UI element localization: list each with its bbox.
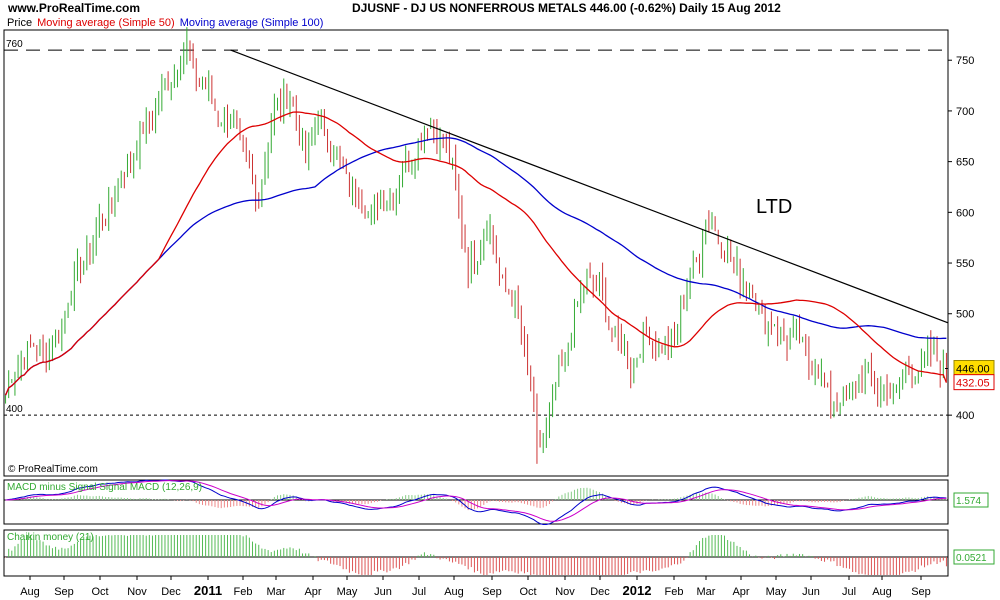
level-label-760: 760 — [6, 39, 23, 50]
x-tick-label: Dec — [590, 586, 610, 598]
chaikin-value-box — [953, 549, 995, 565]
panel-frame-2 — [3, 529, 949, 577]
chart-legend: Price Moving average (Simple 50) Moving … — [7, 17, 325, 29]
x-tick-label: May — [337, 586, 358, 598]
x-tick-label: Aug — [872, 586, 892, 598]
ohlc-bars — [5, 27, 947, 464]
legend-price: Price — [7, 17, 33, 29]
macd-histogram — [8, 487, 947, 511]
x-tick-label: Sep — [54, 586, 74, 598]
chart-title: DJUSNF - DJ US NONFERROUS METALS 446.00 … — [352, 1, 781, 15]
ma-tag-box — [953, 374, 995, 391]
x-tick-label: Jul — [412, 586, 426, 598]
chaikin-title: Chaikin money (21) — [7, 532, 94, 543]
site-url[interactable]: www.ProRealTime.com — [8, 1, 141, 15]
x-tick-label: Jun — [802, 586, 820, 598]
x-tick-label: 2011 — [194, 583, 222, 598]
x-tick-label: Jul — [842, 586, 856, 598]
x-tick-label: Sep — [482, 586, 502, 598]
legend-ma50: Moving average (Simple 50) — [37, 17, 175, 29]
x-tick-label: Oct — [519, 586, 536, 598]
x-tick-label: Apr — [732, 586, 749, 598]
x-tick-label: Nov — [555, 586, 575, 598]
y-tick-label: 700 — [956, 106, 974, 118]
x-tick-label: Aug — [444, 586, 464, 598]
macd-line — [5, 479, 947, 525]
x-tick-label: Oct — [91, 586, 108, 598]
panel-frame-1 — [3, 479, 949, 525]
chaikin-value: 0.0521 — [956, 553, 987, 564]
x-tick-label: May — [766, 586, 787, 598]
y-tick-label: 500 — [956, 309, 974, 321]
chaikin-bars — [5, 535, 947, 575]
x-tick-label: Apr — [304, 586, 321, 598]
x-tick-label: Nov — [127, 586, 147, 598]
ma-tag-value: 432.05 — [956, 378, 990, 390]
y-tick-label: 750 — [956, 55, 974, 67]
x-tick-label: Aug — [20, 586, 40, 598]
x-tick-label: Jun — [374, 586, 392, 598]
level-label-400: 400 — [6, 404, 23, 415]
x-tick-label: Mar — [267, 586, 286, 598]
trendline-ltd — [230, 49, 949, 324]
trendline-label: LTD — [756, 196, 792, 218]
y-tick-label: 550 — [956, 258, 974, 270]
macd-title: MACD minus Signal Signal MACD (12,26,9) — [7, 482, 202, 493]
x-tick-label: Mar — [697, 586, 716, 598]
x-tick-label: Sep — [911, 586, 931, 598]
watermark: © ProRealTime.com — [8, 464, 98, 475]
y-tick-label: 600 — [956, 207, 974, 219]
y-tick-label: 650 — [956, 157, 974, 169]
price-tag-value: 446.00 — [956, 364, 990, 376]
x-tick-label: 2012 — [623, 583, 652, 598]
panel-frame-0 — [3, 29, 949, 477]
x-tick-label: Feb — [665, 586, 684, 598]
x-tick-label: Dec — [161, 586, 181, 598]
ma100-line — [5, 137, 947, 396]
macd-value: 1.574 — [956, 496, 981, 507]
ma50-line — [5, 111, 948, 396]
x-tick-label: Feb — [234, 586, 253, 598]
legend-ma100: Moving average (Simple 100) — [179, 17, 324, 29]
macd-value-box — [953, 492, 989, 508]
y-tick-label: 400 — [956, 410, 974, 422]
macd-signal-line — [5, 480, 947, 522]
